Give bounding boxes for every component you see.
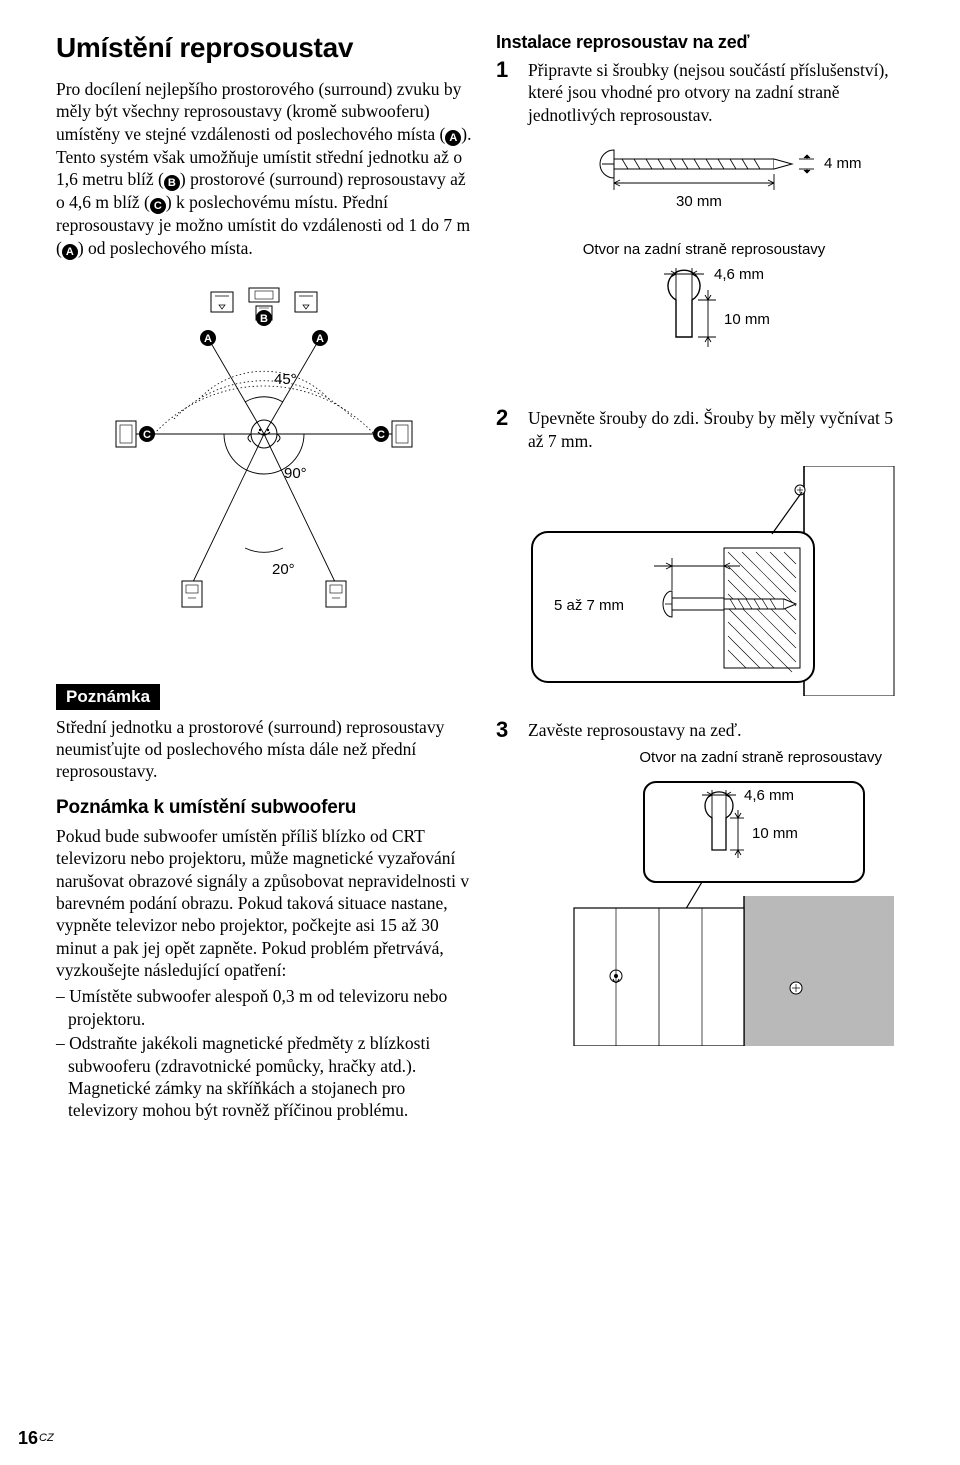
step-3: 3 Zavěste reprosoustavy na zeď.	[496, 719, 912, 741]
right-column: Instalace reprosoustav na zeď 1 Připravt…	[496, 32, 912, 1124]
step-2-body: Upevněte šrouby do zdi. Šrouby by měly v…	[528, 407, 912, 452]
intro-paragraph: Pro docílení nejlepšího prostorového (su…	[56, 78, 472, 260]
wall-gap-label: 5 až 7 mm	[554, 597, 624, 614]
step-3-num: 3	[496, 719, 516, 741]
step-3-body: Zavěste reprosoustavy na zeď.	[528, 719, 741, 741]
hang-diagram: 4,6 mm 10 mm	[496, 776, 912, 1051]
diagram-label-c1: C	[143, 429, 151, 441]
note-body: Střední jednotku a prostorové (surround)…	[56, 716, 472, 783]
keyhole-svg: 4,6 mm 10 mm	[584, 264, 824, 384]
left-column: Umístění reprosoustav Pro docílení nejle…	[56, 32, 472, 1124]
screw-length-label: 30 mm	[676, 193, 722, 210]
page-lang: CZ	[39, 1432, 54, 1444]
screw-svg: 4 mm 30 mm	[514, 138, 894, 228]
diagram-label-a2: A	[316, 333, 324, 345]
speaker-placement-diagram: 45° 90° 20° B	[104, 274, 424, 654]
diagram-label-c2: C	[377, 429, 385, 441]
keyhole-w-label: 4,6 mm	[714, 266, 764, 283]
keyhole-diagram: 4,6 mm 10 mm	[496, 264, 912, 389]
note-label: Poznámka	[56, 684, 160, 710]
keyhole2-caption: Otvor na zadní straně reprosoustavy	[496, 749, 912, 766]
step-1-num: 1	[496, 59, 516, 126]
marker-a2-icon: A	[62, 244, 78, 260]
marker-a-icon: A	[445, 130, 461, 146]
angle-90: 90°	[284, 465, 307, 482]
screw-head-label: 4 mm	[824, 155, 862, 172]
subwoofer-body: Pokud bude subwoofer umístěn příliš blíz…	[56, 825, 472, 982]
note-block: Poznámka Střední jednotku a prostorové (…	[56, 684, 472, 783]
diagram-label-b: B	[260, 313, 268, 325]
marker-b-icon: B	[164, 175, 180, 191]
keyhole-caption: Otvor na zadní straně reprosoustavy	[496, 241, 912, 258]
step-1: 1 Připravte si šroubky (nejsou součástí …	[496, 59, 912, 126]
intro-seg5: ) od poslechového místa.	[78, 238, 253, 258]
page-number: 16CZ	[18, 1428, 54, 1449]
wall-svg: 5 až 7 mm	[504, 466, 904, 696]
step-2: 2 Upevněte šrouby do zdi. Šrouby by měly…	[496, 407, 912, 452]
hang-svg: 4,6 mm 10 mm	[504, 776, 904, 1046]
page-number-value: 16	[18, 1428, 38, 1448]
angle-20: 20°	[272, 561, 295, 578]
step-1-body: Připravte si šroubky (nejsou součástí př…	[528, 59, 912, 126]
speaker-diagram-svg: 45° 90° 20° B	[104, 274, 424, 654]
intro-seg1: Pro docílení nejlepšího prostorového (su…	[56, 79, 461, 144]
bullet-2: Odstraňte jakékoli magnetické předměty z…	[56, 1032, 472, 1122]
step-2-num: 2	[496, 407, 516, 452]
keyhole2-w-label: 4,6 mm	[744, 787, 794, 804]
subwoofer-bullets: Umístěte subwoofer alespoň 0,3 m od tele…	[56, 985, 472, 1121]
install-heading: Instalace reprosoustav na zeď	[496, 32, 912, 53]
angle-45: 45°	[274, 371, 297, 388]
subwoofer-heading: Poznámka k umístění subwooferu	[56, 797, 472, 819]
diagram-label-a1: A	[204, 333, 212, 345]
page-title: Umístění reprosoustav	[56, 32, 472, 64]
keyhole-h-label: 10 mm	[724, 311, 770, 328]
marker-c-icon: C	[150, 198, 166, 214]
screw-diagram: 4 mm 30 mm	[496, 138, 912, 233]
wall-diagram: 5 až 7 mm	[496, 466, 912, 701]
bullet-1: Umístěte subwoofer alespoň 0,3 m od tele…	[56, 985, 472, 1030]
keyhole2-h-label: 10 mm	[752, 825, 798, 842]
